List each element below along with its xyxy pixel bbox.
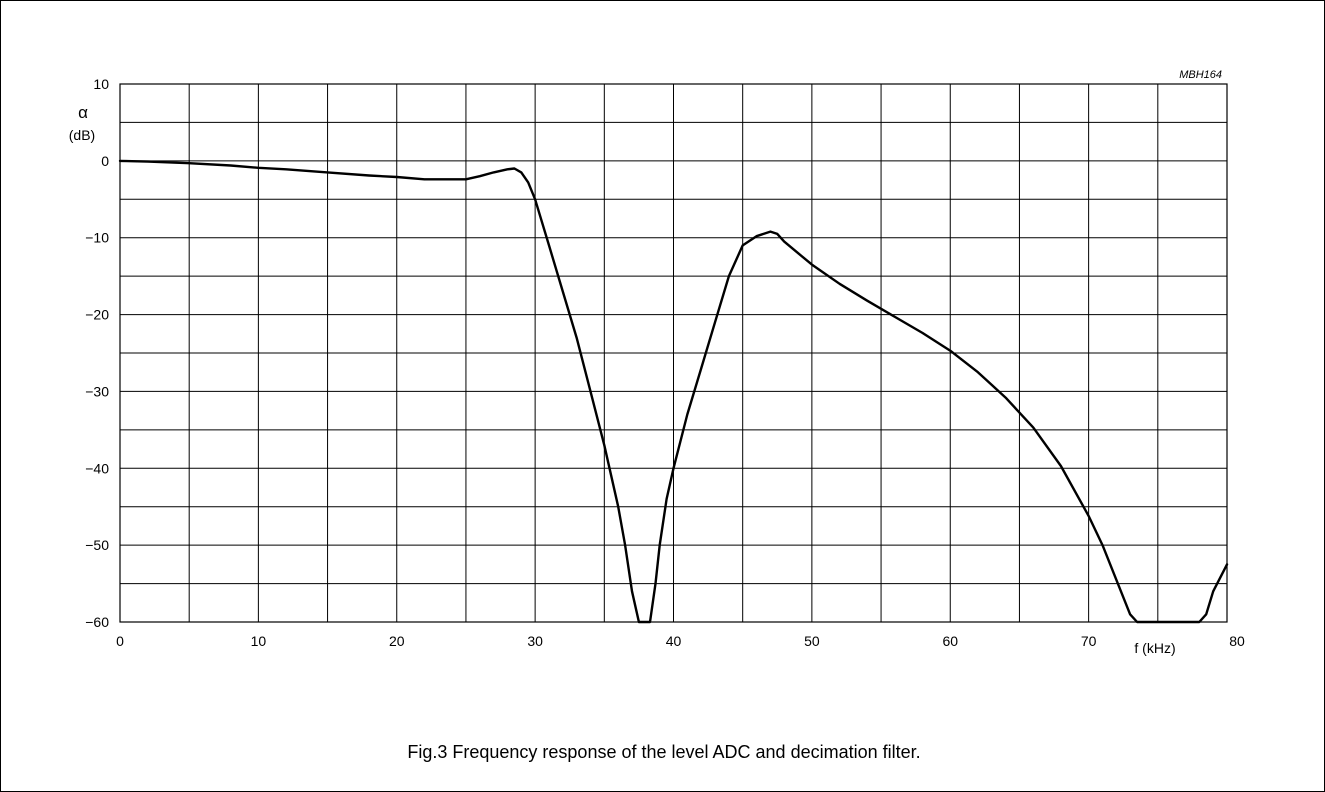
y-tick-label: −10 — [85, 230, 109, 246]
y-tick-label: −50 — [85, 537, 109, 553]
x-tick-label: 10 — [251, 633, 267, 649]
x-tick-labels: 0 10 20 30 40 50 60 70 80 — [116, 633, 1245, 649]
x-tick-label: 70 — [1081, 633, 1097, 649]
y-axis-symbol: α — [78, 103, 88, 122]
x-tick-label: 80 — [1229, 633, 1245, 649]
plot-area-border — [119, 83, 1228, 623]
y-tick-label: 10 — [93, 76, 109, 92]
x-tick-label: 60 — [942, 633, 958, 649]
x-tick-label: 20 — [389, 633, 405, 649]
x-tick-label: 50 — [804, 633, 820, 649]
x-axis-label: f (kHz) — [1134, 640, 1175, 656]
x-tick-label: 40 — [666, 633, 682, 649]
y-axis-unit: (dB) — [69, 127, 95, 143]
figure-caption: Fig.3 Frequency response of the level AD… — [407, 742, 920, 762]
y-tick-label: −40 — [85, 460, 109, 476]
figure-code: MBH164 — [1179, 69, 1222, 81]
y-tick-label: −30 — [85, 383, 109, 399]
x-tick-label: 0 — [116, 633, 124, 649]
y-tick-labels: 10 0 −10 −20 −30 −40 −50 −60 — [85, 76, 109, 630]
grid-lines — [120, 84, 1227, 622]
response-curve — [118, 159, 1229, 624]
y-tick-label: 0 — [101, 153, 109, 169]
x-tick-label: 30 — [527, 633, 543, 649]
y-tick-label: −60 — [85, 614, 109, 630]
y-tick-label: −20 — [85, 307, 109, 323]
